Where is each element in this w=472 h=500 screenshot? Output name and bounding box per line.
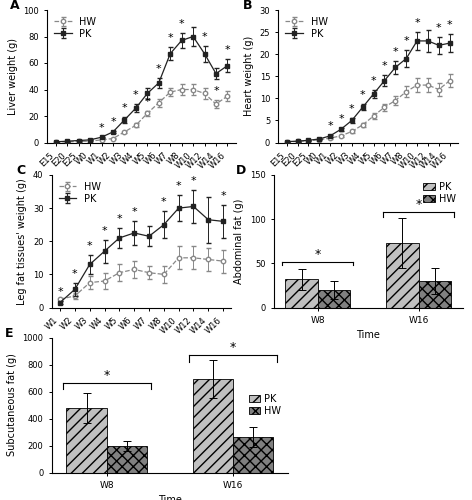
- Bar: [286, 279, 318, 308]
- Legend: PK, HW: PK, HW: [246, 392, 283, 418]
- Text: *: *: [110, 116, 116, 126]
- Text: D: D: [236, 164, 246, 177]
- Text: *: *: [87, 240, 93, 250]
- X-axis label: Time: Time: [356, 330, 380, 340]
- Bar: [233, 436, 273, 472]
- Text: *: *: [436, 22, 442, 32]
- Y-axis label: Liver weight (g): Liver weight (g): [8, 38, 17, 115]
- Text: *: *: [191, 176, 196, 186]
- Text: *: *: [404, 36, 409, 46]
- Legend: HW, PK: HW, PK: [52, 15, 98, 40]
- Text: *: *: [131, 208, 137, 218]
- Text: B: B: [243, 0, 252, 12]
- X-axis label: Time: Time: [130, 341, 153, 351]
- Y-axis label: Subcutaneous fat (g): Subcutaneous fat (g): [7, 354, 17, 457]
- Text: *: *: [360, 90, 365, 100]
- Text: *: *: [382, 62, 388, 72]
- Text: *: *: [371, 76, 376, 86]
- Bar: [107, 446, 147, 472]
- Text: E: E: [5, 326, 13, 340]
- Text: *: *: [415, 198, 422, 211]
- Text: A: A: [9, 0, 19, 12]
- Bar: [193, 380, 233, 472]
- Text: *: *: [447, 20, 453, 30]
- Text: C: C: [16, 164, 25, 177]
- X-axis label: Time: Time: [356, 176, 380, 186]
- Y-axis label: Heart weight (g): Heart weight (g): [244, 36, 254, 117]
- Legend: PK, HW: PK, HW: [421, 180, 458, 206]
- Text: *: *: [144, 96, 150, 106]
- Text: *: *: [225, 45, 230, 55]
- Legend: HW, PK: HW, PK: [57, 180, 103, 206]
- Bar: [67, 408, 107, 472]
- Text: *: *: [104, 369, 110, 382]
- Text: *: *: [202, 32, 207, 42]
- Text: *: *: [213, 86, 219, 96]
- Text: *: *: [176, 181, 181, 191]
- Text: *: *: [220, 191, 226, 201]
- Text: *: *: [414, 18, 420, 28]
- Text: *: *: [179, 18, 185, 28]
- Bar: [419, 281, 451, 307]
- Text: *: *: [72, 268, 78, 278]
- Text: *: *: [117, 214, 122, 224]
- Text: *: *: [230, 340, 236, 353]
- Text: *: *: [168, 33, 173, 43]
- Text: *: *: [133, 90, 139, 100]
- Legend: HW, PK: HW, PK: [283, 15, 329, 40]
- Text: *: *: [99, 122, 104, 132]
- X-axis label: Time: Time: [158, 496, 182, 500]
- Text: *: *: [156, 64, 161, 74]
- Bar: [387, 243, 419, 308]
- Text: *: *: [122, 104, 127, 114]
- Bar: [318, 290, 350, 308]
- Text: *: *: [349, 104, 354, 114]
- Text: *: *: [102, 226, 107, 235]
- Y-axis label: Abdominal fat (g): Abdominal fat (g): [234, 198, 244, 284]
- Text: *: *: [314, 248, 321, 261]
- Text: *: *: [338, 114, 344, 124]
- X-axis label: Time: Time: [130, 176, 153, 186]
- Text: *: *: [57, 287, 63, 297]
- Text: *: *: [393, 47, 398, 57]
- Text: *: *: [161, 198, 167, 207]
- Text: *: *: [327, 121, 333, 131]
- Y-axis label: Leg fat tissues' weight (g): Leg fat tissues' weight (g): [17, 178, 27, 304]
